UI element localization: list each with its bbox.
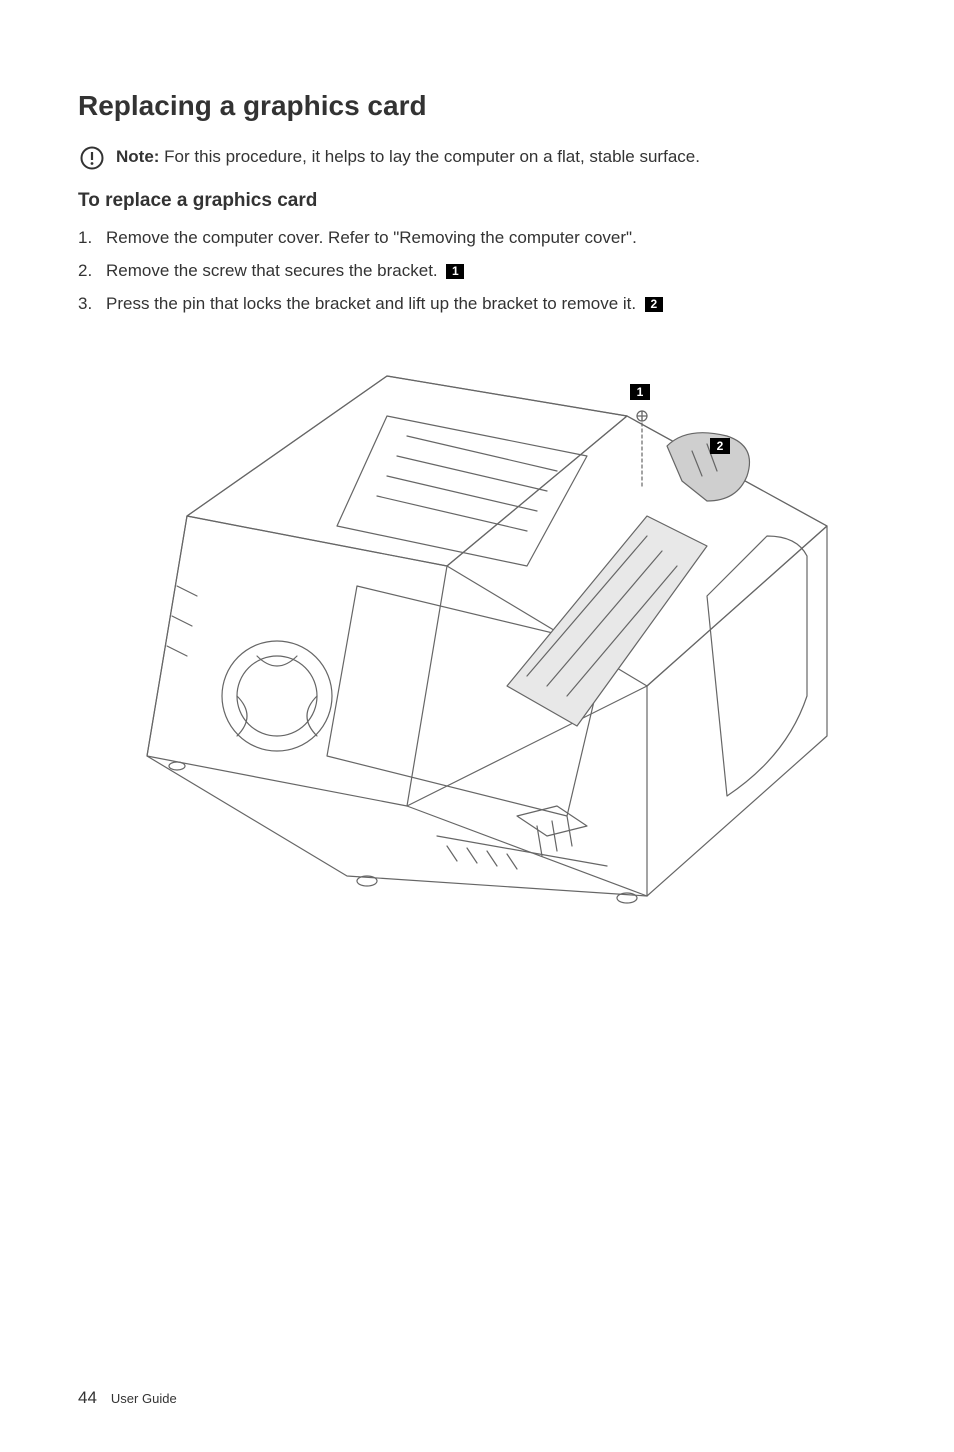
step-list: 1. Remove the computer cover. Refer to "… bbox=[78, 224, 876, 318]
step-text: Remove the screw that secures the bracke… bbox=[106, 257, 876, 284]
step-item: 2. Remove the screw that secures the bra… bbox=[78, 257, 876, 284]
technical-diagram: 1 2 bbox=[87, 336, 867, 956]
step-item: 3. Press the pin that locks the bracket … bbox=[78, 290, 876, 317]
step-text-body: Remove the screw that secures the bracke… bbox=[106, 261, 438, 280]
section-title: Replacing a graphics card bbox=[78, 90, 876, 122]
page-number: 44 bbox=[78, 1388, 97, 1408]
callout-badge: 1 bbox=[446, 264, 464, 279]
note-body: For this procedure, it helps to lay the … bbox=[159, 147, 700, 166]
step-text-body: Press the pin that locks the bracket and… bbox=[106, 294, 636, 313]
step-text: Remove the computer cover. Refer to "Rem… bbox=[106, 224, 876, 251]
note-container: Note: For this procedure, it helps to la… bbox=[78, 144, 876, 170]
svg-text:1: 1 bbox=[637, 385, 644, 399]
diagram-container: 1 2 bbox=[78, 336, 876, 956]
subheading: To replace a graphics card bbox=[78, 190, 876, 212]
diagram-callout-1: 1 bbox=[630, 384, 650, 400]
svg-text:2: 2 bbox=[717, 439, 724, 453]
step-text: Press the pin that locks the bracket and… bbox=[106, 290, 876, 317]
note-label: Note: bbox=[116, 147, 159, 166]
diagram-callout-2: 2 bbox=[710, 438, 730, 454]
callout-badge: 2 bbox=[645, 297, 663, 312]
step-number: 2. bbox=[78, 257, 106, 284]
note-text: Note: For this procedure, it helps to la… bbox=[116, 144, 700, 170]
step-item: 1. Remove the computer cover. Refer to "… bbox=[78, 224, 876, 251]
step-number: 1. bbox=[78, 224, 106, 251]
attention-icon bbox=[80, 146, 104, 170]
footer-label: User Guide bbox=[111, 1391, 177, 1406]
step-number: 3. bbox=[78, 290, 106, 317]
page-footer: 44 User Guide bbox=[78, 1388, 177, 1408]
